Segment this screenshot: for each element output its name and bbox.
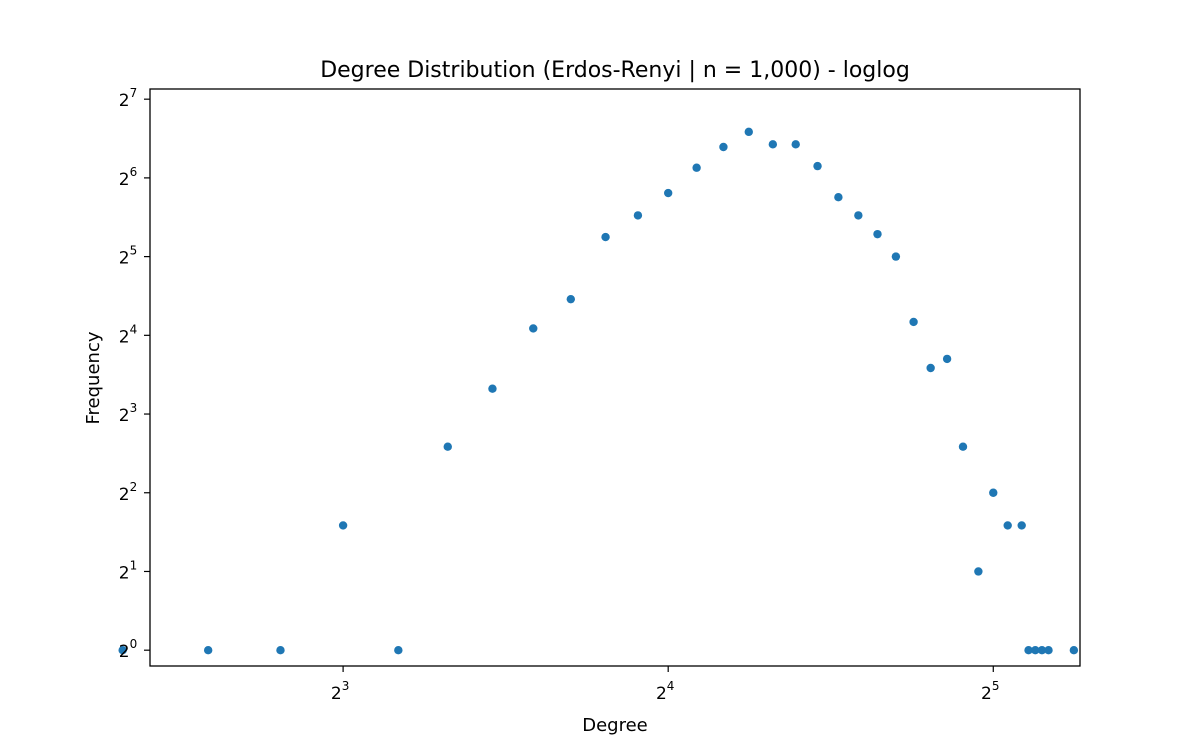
data-point-4 (394, 645, 403, 655)
x-tick-label-0: 23 (331, 679, 349, 704)
y-tick-label-4: 24 (119, 322, 137, 347)
data-point-20 (873, 229, 882, 239)
y-tick-label-5: 25 (119, 244, 137, 269)
data-point-17 (813, 161, 822, 171)
data-point-22 (909, 317, 918, 327)
data-point-3 (338, 521, 348, 530)
plot-frame (149, 88, 1081, 667)
data-point-25 (958, 442, 968, 451)
y-axis-label: Frequency (83, 331, 104, 424)
data-point-16 (791, 140, 800, 149)
data-point-1 (203, 645, 213, 655)
points-layer (118, 127, 1079, 655)
data-point-8 (566, 294, 575, 304)
y-tick-label-1: 21 (119, 558, 137, 583)
data-point-24 (942, 354, 952, 364)
y-tick-label-2: 22 (119, 480, 137, 505)
data-point-2 (276, 645, 285, 655)
data-point-9 (601, 232, 610, 242)
data-point-31 (1031, 645, 1040, 655)
y-axis: 20 21 22 23 24 25 26 27 (119, 86, 150, 662)
data-point-13 (719, 142, 728, 152)
data-point-14 (744, 127, 753, 137)
data-point-19 (854, 211, 863, 220)
data-point-26 (974, 567, 983, 576)
data-point-27 (989, 488, 998, 497)
y-tick-label-3: 23 (119, 401, 137, 426)
data-point-15 (768, 140, 778, 149)
data-point-6 (488, 384, 497, 393)
data-point-33 (1044, 645, 1053, 655)
data-point-23 (926, 363, 935, 373)
data-point-5 (443, 442, 452, 451)
x-axis: 23 24 25 (331, 666, 1000, 704)
data-point-11 (663, 188, 673, 198)
data-point-34 (1069, 645, 1079, 655)
data-point-29 (1017, 521, 1026, 530)
x-axis-label: Degree (582, 715, 648, 736)
data-point-21 (891, 252, 901, 261)
y-tick-label-0: 20 (119, 637, 137, 662)
data-point-32 (1037, 645, 1047, 655)
y-tick-label-6: 26 (119, 165, 137, 190)
data-point-12 (692, 163, 701, 172)
y-tick-label-7: 27 (119, 86, 137, 111)
data-point-30 (1024, 645, 1033, 655)
data-point-7 (529, 324, 538, 333)
data-point-10 (633, 211, 643, 220)
x-tick-label-1: 24 (656, 679, 674, 704)
x-tick-label-2: 25 (981, 679, 999, 704)
data-point-18 (834, 192, 843, 202)
data-point-0 (118, 645, 127, 655)
chart-title: Degree Distribution (Erdos-Renyi | n = 1… (320, 58, 910, 83)
data-point-28 (1003, 521, 1012, 530)
